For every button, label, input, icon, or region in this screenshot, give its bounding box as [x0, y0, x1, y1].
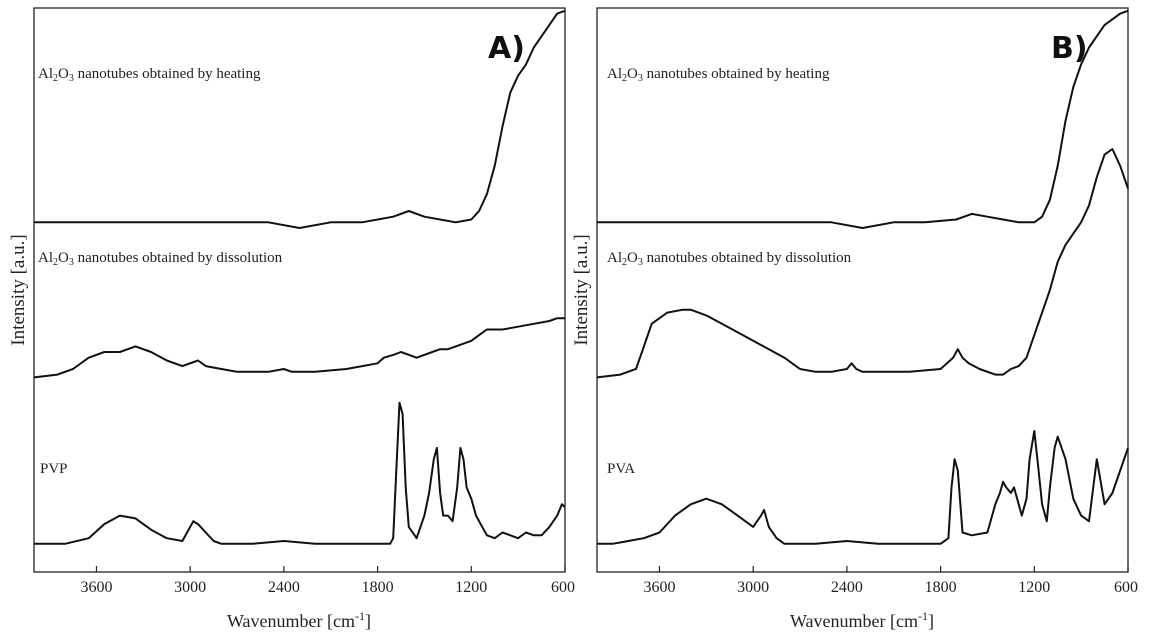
panel-b-trace-heating: [597, 9, 1129, 229]
panel-b-xlabel-main: Wavenumber [cm: [790, 611, 918, 631]
panel-a-traces: [33, 9, 566, 545]
panel-b-trace-polymer: [597, 430, 1129, 545]
panel-a-trace-polymer: [34, 401, 566, 545]
panel-a-frame: [33, 7, 566, 573]
panel-b-xtick-label: 600: [1114, 579, 1138, 596]
panel-a-xlabel-sup: -1: [355, 609, 365, 623]
panel-a-ylabel: Intensity [a.u.]: [8, 234, 29, 345]
panel-b-xtick-label: 1800: [925, 579, 957, 596]
label-al: Al: [607, 250, 622, 266]
panel-a-xtick-label: 3600: [80, 579, 112, 596]
panel-b-series-heating-label: Al2O3 nanotubes obtained by heating: [607, 66, 830, 84]
panel-b-trace-dissolution: [596, 148, 1129, 379]
panel-a-xlabel-main: Wavenumber [cm: [227, 611, 355, 631]
label-o: O: [58, 66, 69, 82]
label-sub: 2: [622, 73, 627, 84]
label-al: Al: [38, 66, 53, 82]
panel-a-xtick-label: 3000: [174, 579, 206, 596]
label-sub: 2: [53, 73, 58, 84]
panel-a: A) Intensity [a.u.] Wavenumber [cm-1] 36…: [8, 7, 575, 631]
panel-a-xtick-label: 1200: [455, 579, 487, 596]
panel-a-xtick-label: 1800: [362, 579, 394, 596]
panel-a-trace-heating: [34, 9, 566, 229]
panel-b-frame: [596, 7, 1129, 573]
panel-b-xtick-label: 3600: [643, 579, 675, 596]
label-sub: 3: [638, 73, 643, 84]
label-rest: nanotubes obtained by heating: [643, 66, 830, 82]
label-sub: 3: [638, 257, 643, 268]
panel-b-xlabel-end: ]: [928, 611, 934, 631]
panel-a-series-pvp-label: PVP: [40, 461, 68, 477]
panel-b-ylabel: Intensity [a.u.]: [571, 234, 592, 345]
label-rest: nanotubes obtained by heating: [74, 66, 261, 82]
label-rest: nanotubes obtained by dissolution: [74, 250, 283, 266]
label-al: Al: [38, 250, 53, 266]
panel-a-xtick-label: 600: [551, 579, 575, 596]
panel-b-series-dissolution-label: Al2O3 nanotubes obtained by dissolution: [607, 250, 852, 268]
label-o: O: [627, 66, 638, 82]
panel-a-xtick-label: 2400: [268, 579, 300, 596]
panel-b-series-pva-label: PVA: [607, 461, 635, 477]
label-rest: nanotubes obtained by dissolution: [643, 250, 852, 266]
panel-b-label: B): [1051, 31, 1088, 66]
panel-b-xtick-label: 3000: [737, 579, 769, 596]
panel-a-series-dissolution-label: Al2O3 nanotubes obtained by dissolution: [38, 250, 283, 268]
label-sub: 2: [53, 257, 58, 268]
panel-b-xlabel: Wavenumber [cm-1]: [790, 609, 934, 631]
label-sub: 3: [69, 73, 74, 84]
panel-a-trace-dissolution: [33, 317, 565, 379]
panel-a-label: A): [488, 31, 525, 66]
panel-a-series-heating-label: Al2O3 nanotubes obtained by heating: [38, 66, 261, 84]
label-o: O: [58, 250, 69, 266]
panel-b: B) Intensity [a.u.] Wavenumber [cm-1] 36…: [571, 7, 1138, 631]
panel-b-xtick-label: 2400: [831, 579, 863, 596]
panel-a-xlabel: Wavenumber [cm-1]: [227, 609, 371, 631]
panel-b-xlabel-sup: -1: [918, 609, 928, 623]
label-al: Al: [607, 66, 622, 82]
panel-a-ticks: 3600 3000 2400 1800 1200 600: [80, 566, 575, 596]
label-sub: 3: [69, 257, 74, 268]
panel-a-xlabel-end: ]: [365, 611, 371, 631]
panel-b-xtick-label: 1200: [1018, 579, 1050, 596]
label-sub: 2: [622, 257, 627, 268]
panel-b-ticks: 3600 3000 2400 1800 1200 600: [643, 566, 1138, 596]
label-o: O: [627, 250, 638, 266]
panel-b-traces: [596, 9, 1129, 545]
